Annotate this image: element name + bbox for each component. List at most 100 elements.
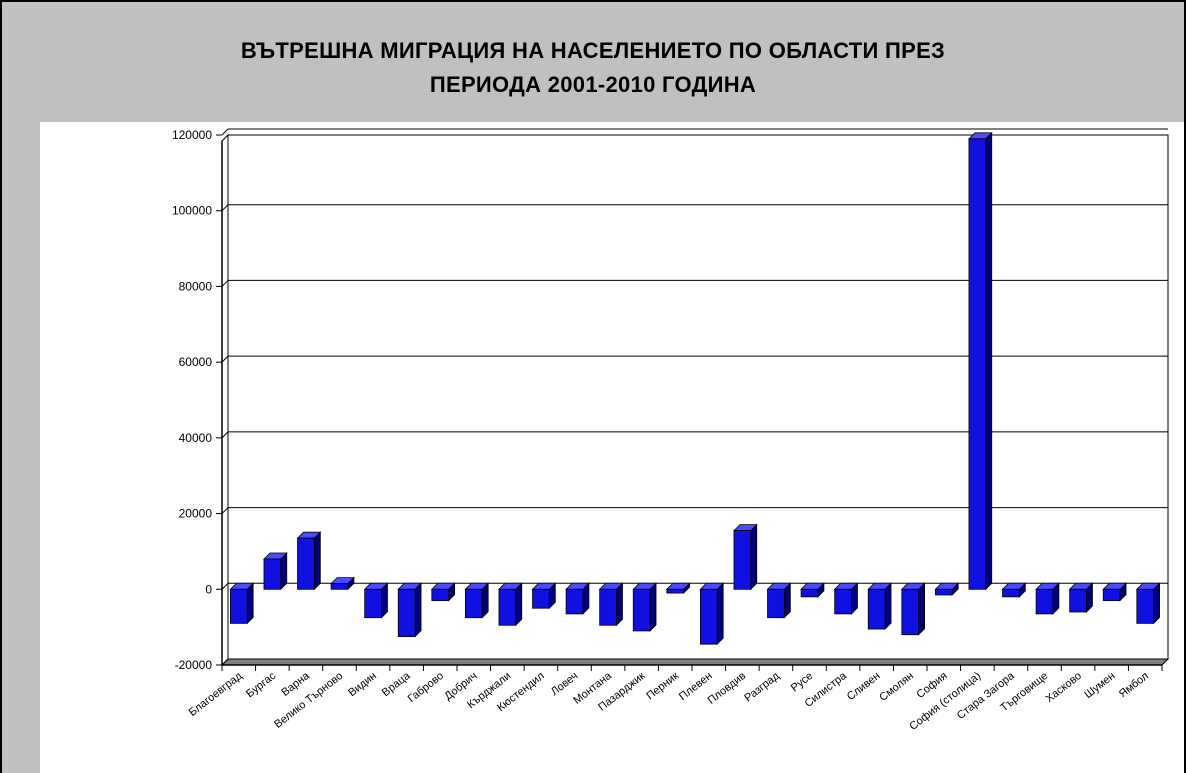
bar: [967, 131, 993, 591]
bar: [397, 582, 423, 638]
bar-front: [364, 588, 382, 619]
bar-front: [464, 588, 483, 619]
bar-front: [834, 588, 852, 615]
bar: [262, 552, 288, 591]
bar-side: [750, 523, 758, 591]
y-tick-label: 20000: [179, 507, 213, 521]
y-tick-label: 0: [205, 582, 212, 596]
gridline-side: [221, 658, 229, 666]
bar-front: [263, 558, 282, 590]
bar-side: [884, 582, 892, 631]
x-category-label: Видин: [346, 670, 379, 699]
x-category-label: Хасково: [1044, 670, 1084, 705]
bar-front: [934, 588, 953, 596]
chart-subtitle: ПЕРИОДА 2001-2010 ГОДИНА: [429, 72, 757, 97]
bar: [900, 582, 926, 636]
x-category-label: Бургас: [244, 670, 278, 701]
bar: [363, 582, 389, 619]
x-category-label: Пловдив: [706, 670, 749, 707]
bar-front: [1136, 588, 1155, 624]
gridline-side: [221, 355, 229, 363]
bar-front: [297, 537, 315, 590]
chart-title: ВЪТРЕШНА МИГРАЦИЯ НА НАСЕЛЕНИЕТО ПО ОБЛА…: [240, 38, 946, 63]
bar: [800, 582, 825, 598]
bar-front: [431, 588, 450, 602]
bar-side: [985, 131, 993, 591]
bar-side: [313, 531, 321, 591]
y-tick-label: 120000: [172, 128, 212, 142]
bar-front: [767, 588, 785, 619]
bar-front: [800, 588, 819, 598]
plot-side-wall: [221, 133, 229, 667]
y-tick-label: 100000: [172, 204, 212, 218]
bar: [531, 582, 557, 610]
bar-front: [666, 588, 685, 594]
bar: [464, 582, 490, 619]
bar: [1135, 582, 1161, 625]
y-tick-label: 80000: [179, 279, 213, 293]
gridline-side: [221, 128, 229, 136]
bar-front: [867, 588, 886, 630]
bar-front: [901, 588, 920, 636]
bar-front: [599, 588, 617, 626]
bar: [1035, 582, 1060, 615]
bar: [699, 582, 725, 646]
bar: [665, 582, 691, 595]
bar: [229, 582, 255, 625]
bar: [632, 582, 658, 632]
x-category-label: Русе: [789, 670, 816, 694]
bar-side: [918, 582, 926, 636]
bar-front: [532, 588, 550, 609]
bar: [934, 582, 960, 596]
bar-front: [397, 588, 416, 638]
bar-front: [632, 588, 651, 632]
chart-title-block: ВЪТРЕШНА МИГРАЦИЯ НА НАСЕЛЕНИЕТО ПО ОБЛА…: [2, 34, 1184, 102]
bar: [766, 582, 792, 619]
x-category-label: Габрово: [406, 670, 446, 705]
bar-front: [1069, 588, 1087, 613]
x-category-label: Благоевград: [187, 670, 245, 719]
y-tick-label: -20000: [175, 658, 213, 672]
bar-side: [616, 582, 623, 627]
bar: [598, 582, 624, 627]
plot-back-wall: [227, 134, 1169, 660]
x-category-label: Стара Загора: [955, 669, 1018, 722]
bar-side: [1153, 582, 1161, 625]
bar-front: [699, 588, 718, 645]
bar-side: [246, 582, 254, 625]
bar-front: [498, 588, 517, 626]
gridline-side: [221, 507, 229, 514]
bar-front: [565, 588, 584, 615]
y-tick-label: 40000: [179, 431, 213, 445]
bar: [565, 582, 590, 615]
bar-front: [1102, 588, 1121, 602]
x-category-label: Сливен: [845, 670, 883, 703]
bar-side: [414, 582, 422, 638]
gridline-side: [221, 582, 229, 590]
bar: [296, 531, 322, 591]
x-category-label: Смолян: [877, 670, 916, 704]
x-category-label: Ямбол: [1117, 670, 1151, 700]
bar-side: [515, 582, 523, 627]
gridline-side: [221, 204, 229, 212]
bar: [430, 582, 456, 602]
bar-front: [330, 583, 349, 590]
bar-chart: 120000100000800006000040000200000-20000Б…: [172, 128, 1170, 733]
x-category-label: Перник: [644, 670, 681, 702]
y-tick-label: 60000: [179, 355, 213, 369]
gridline-side: [221, 280, 229, 287]
bar-front: [1002, 588, 1020, 598]
plot-panel: 120000 100000 80000 60000 40000 20000 0 -20000 Б…: [40, 122, 1184, 773]
bar-front: [968, 138, 987, 590]
plot-floor: [220, 658, 1170, 666]
bar: [497, 582, 523, 627]
bar-front: [1035, 588, 1054, 615]
x-category-label: Шумен: [1082, 670, 1117, 701]
x-category-label: Разград: [742, 670, 782, 705]
bar: [1001, 582, 1027, 598]
bar: [833, 582, 859, 615]
bar-front: [229, 588, 248, 624]
bar: [1102, 582, 1128, 602]
bar-side: [649, 582, 657, 632]
